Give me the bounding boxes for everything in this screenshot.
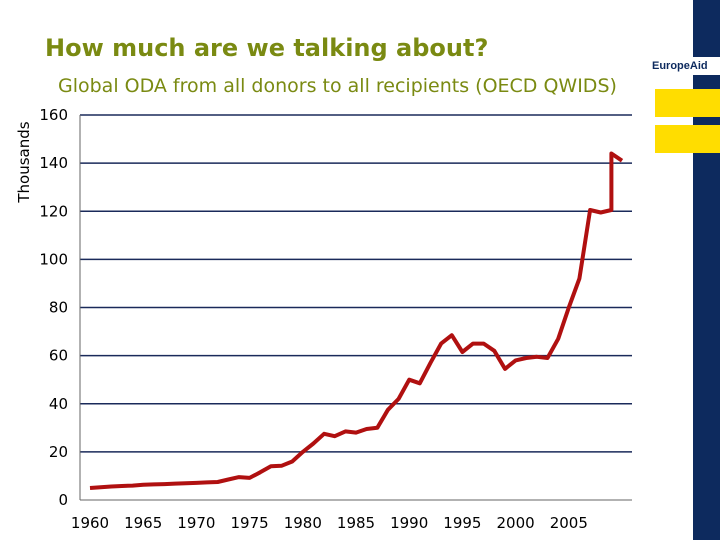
x-tick-label: 1990	[390, 514, 428, 532]
y-tick-label: 140	[39, 154, 68, 172]
x-tick-label: 1980	[284, 514, 322, 532]
y-tick-label: 60	[49, 347, 68, 365]
chart-subtitle: Global ODA from all donors to all recipi…	[58, 75, 617, 97]
y-tick-labels: 0 20 40 60 80 100 120 140 160	[39, 106, 68, 509]
axes	[79, 115, 632, 501]
x-tick-label: 1975	[231, 514, 269, 532]
x-tick-label: 1965	[124, 514, 162, 532]
brand-logo: EuropeAid	[652, 57, 720, 75]
x-tick-label: 2000	[497, 514, 535, 532]
x-tick-label: 1970	[177, 514, 215, 532]
series-lines	[89, 151, 624, 490]
x-tick-label: 1960	[71, 514, 109, 532]
y-tick-label: 100	[39, 250, 68, 268]
x-tick-label: 1985	[337, 514, 375, 532]
gridlines	[80, 114, 632, 453]
y-tick-label: 120	[39, 202, 68, 220]
y-tick-label: 40	[49, 395, 68, 413]
brand-accent-block-bottom	[655, 125, 720, 153]
y-tick-label: 80	[49, 299, 68, 317]
x-tick-label: 1995	[443, 514, 481, 532]
x-tick-label: 2005	[550, 514, 588, 532]
y-axis-label: Thousands	[15, 121, 33, 203]
y-tick-label: 0	[58, 491, 68, 509]
x-tick-labels: 1960 1965 1970 1975 1980 1985 1990 1995 2000 2005	[71, 514, 588, 532]
y-tick-label: 160	[39, 106, 68, 124]
brand-accent-block-top	[655, 89, 720, 117]
y-tick-label: 20	[49, 443, 68, 461]
series-line-oda	[89, 151, 624, 490]
page-title: How much are we talking about?	[45, 34, 489, 62]
